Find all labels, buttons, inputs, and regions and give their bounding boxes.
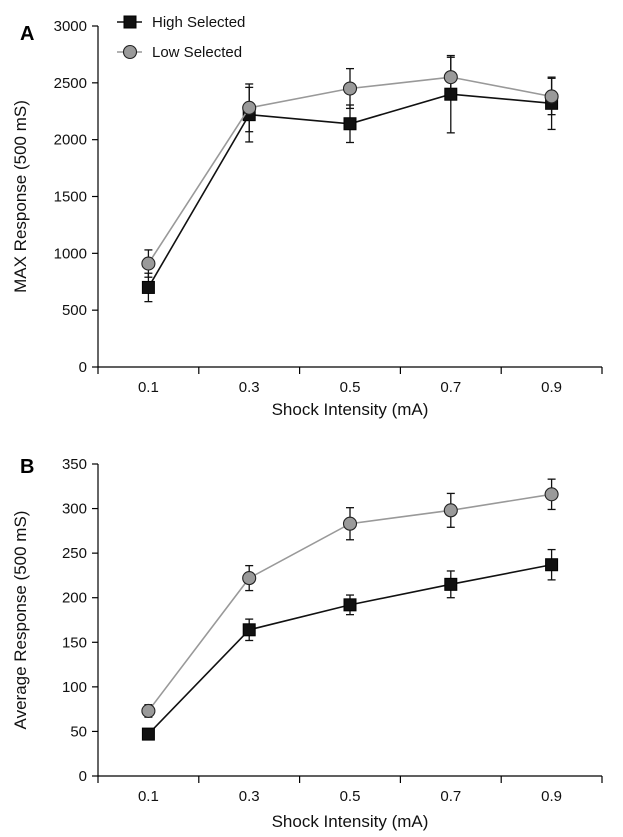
legend: High Selected Low Selected	[117, 14, 245, 61]
series-low-selected	[141, 56, 559, 278]
y-tick-label: 500	[62, 302, 87, 319]
data-point	[343, 117, 357, 131]
x-tick-label: 0.7	[440, 788, 461, 805]
series-low-selected	[141, 478, 559, 718]
y-tick-label: 350	[62, 456, 87, 473]
data-point	[141, 256, 156, 271]
x-tick-label: 0.3	[239, 379, 260, 396]
data-point	[242, 100, 257, 115]
panel-letter: B	[20, 456, 34, 478]
x-tick-label: 0.9	[541, 788, 562, 805]
legend-label: High Selected	[152, 14, 245, 31]
legend-swatch-marker	[123, 15, 137, 29]
data-point	[544, 89, 559, 104]
y-tick-label: 200	[62, 590, 87, 607]
data-point	[443, 70, 458, 85]
x-axis-title: Shock Intensity (mA)	[272, 812, 429, 831]
y-tick-label: 50	[70, 723, 87, 740]
x-tick-label: 0.5	[340, 379, 361, 396]
chart-panel-b: B 0 50 100 150 200 250 300 350 0.1 0.3 0.5 0.7 0.9 Sho…	[11, 456, 603, 831]
y-axis-title: MAX Response (500 mS)	[11, 100, 30, 293]
data-point	[342, 81, 358, 96]
data-point	[141, 703, 156, 718]
x-tick-label: 0.3	[239, 788, 260, 805]
data-point	[443, 503, 458, 518]
data-point	[343, 598, 357, 612]
y-tick-label: 300	[62, 501, 87, 518]
x-tick-label: 0.5	[340, 788, 361, 805]
y-axis-title: Average Response (500 mS)	[11, 511, 30, 730]
y-tick-label: 150	[62, 634, 87, 651]
x-axis-title: Shock Intensity (mA)	[272, 400, 429, 419]
chart-panel-a: A 0 500 1000 1500 2000 2500 3000 0.1 0.3 0.5 0.7 0.9…	[11, 14, 603, 419]
x-tick-label: 0.9	[541, 379, 562, 396]
y-tick-label: 2000	[54, 132, 87, 149]
x-tick-label: 0.7	[440, 379, 461, 396]
data-point	[141, 280, 155, 294]
y-tick-label: 0	[79, 359, 87, 376]
y-tick-label: 0	[79, 768, 87, 785]
data-point	[242, 571, 257, 586]
y-tick-label: 1000	[54, 245, 87, 262]
y-tick-label: 3000	[54, 18, 87, 35]
y-tick-label: 2500	[54, 75, 87, 92]
legend-swatch-marker	[122, 44, 138, 60]
y-tick-label: 250	[62, 545, 87, 562]
panel-letter: A	[20, 23, 34, 45]
data-point	[544, 487, 559, 502]
data-point	[342, 516, 358, 531]
y-tick-label: 100	[62, 679, 87, 696]
x-tick-label: 0.1	[138, 788, 159, 805]
x-tick-label: 0.1	[138, 379, 159, 396]
series-high-selected	[141, 548, 559, 741]
data-point	[444, 577, 458, 591]
series-line	[147, 563, 552, 735]
y-tick-label: 1500	[54, 189, 87, 206]
legend-label: Low Selected	[152, 44, 242, 61]
data-point	[242, 623, 256, 637]
data-point	[141, 727, 155, 741]
data-point	[545, 558, 559, 572]
